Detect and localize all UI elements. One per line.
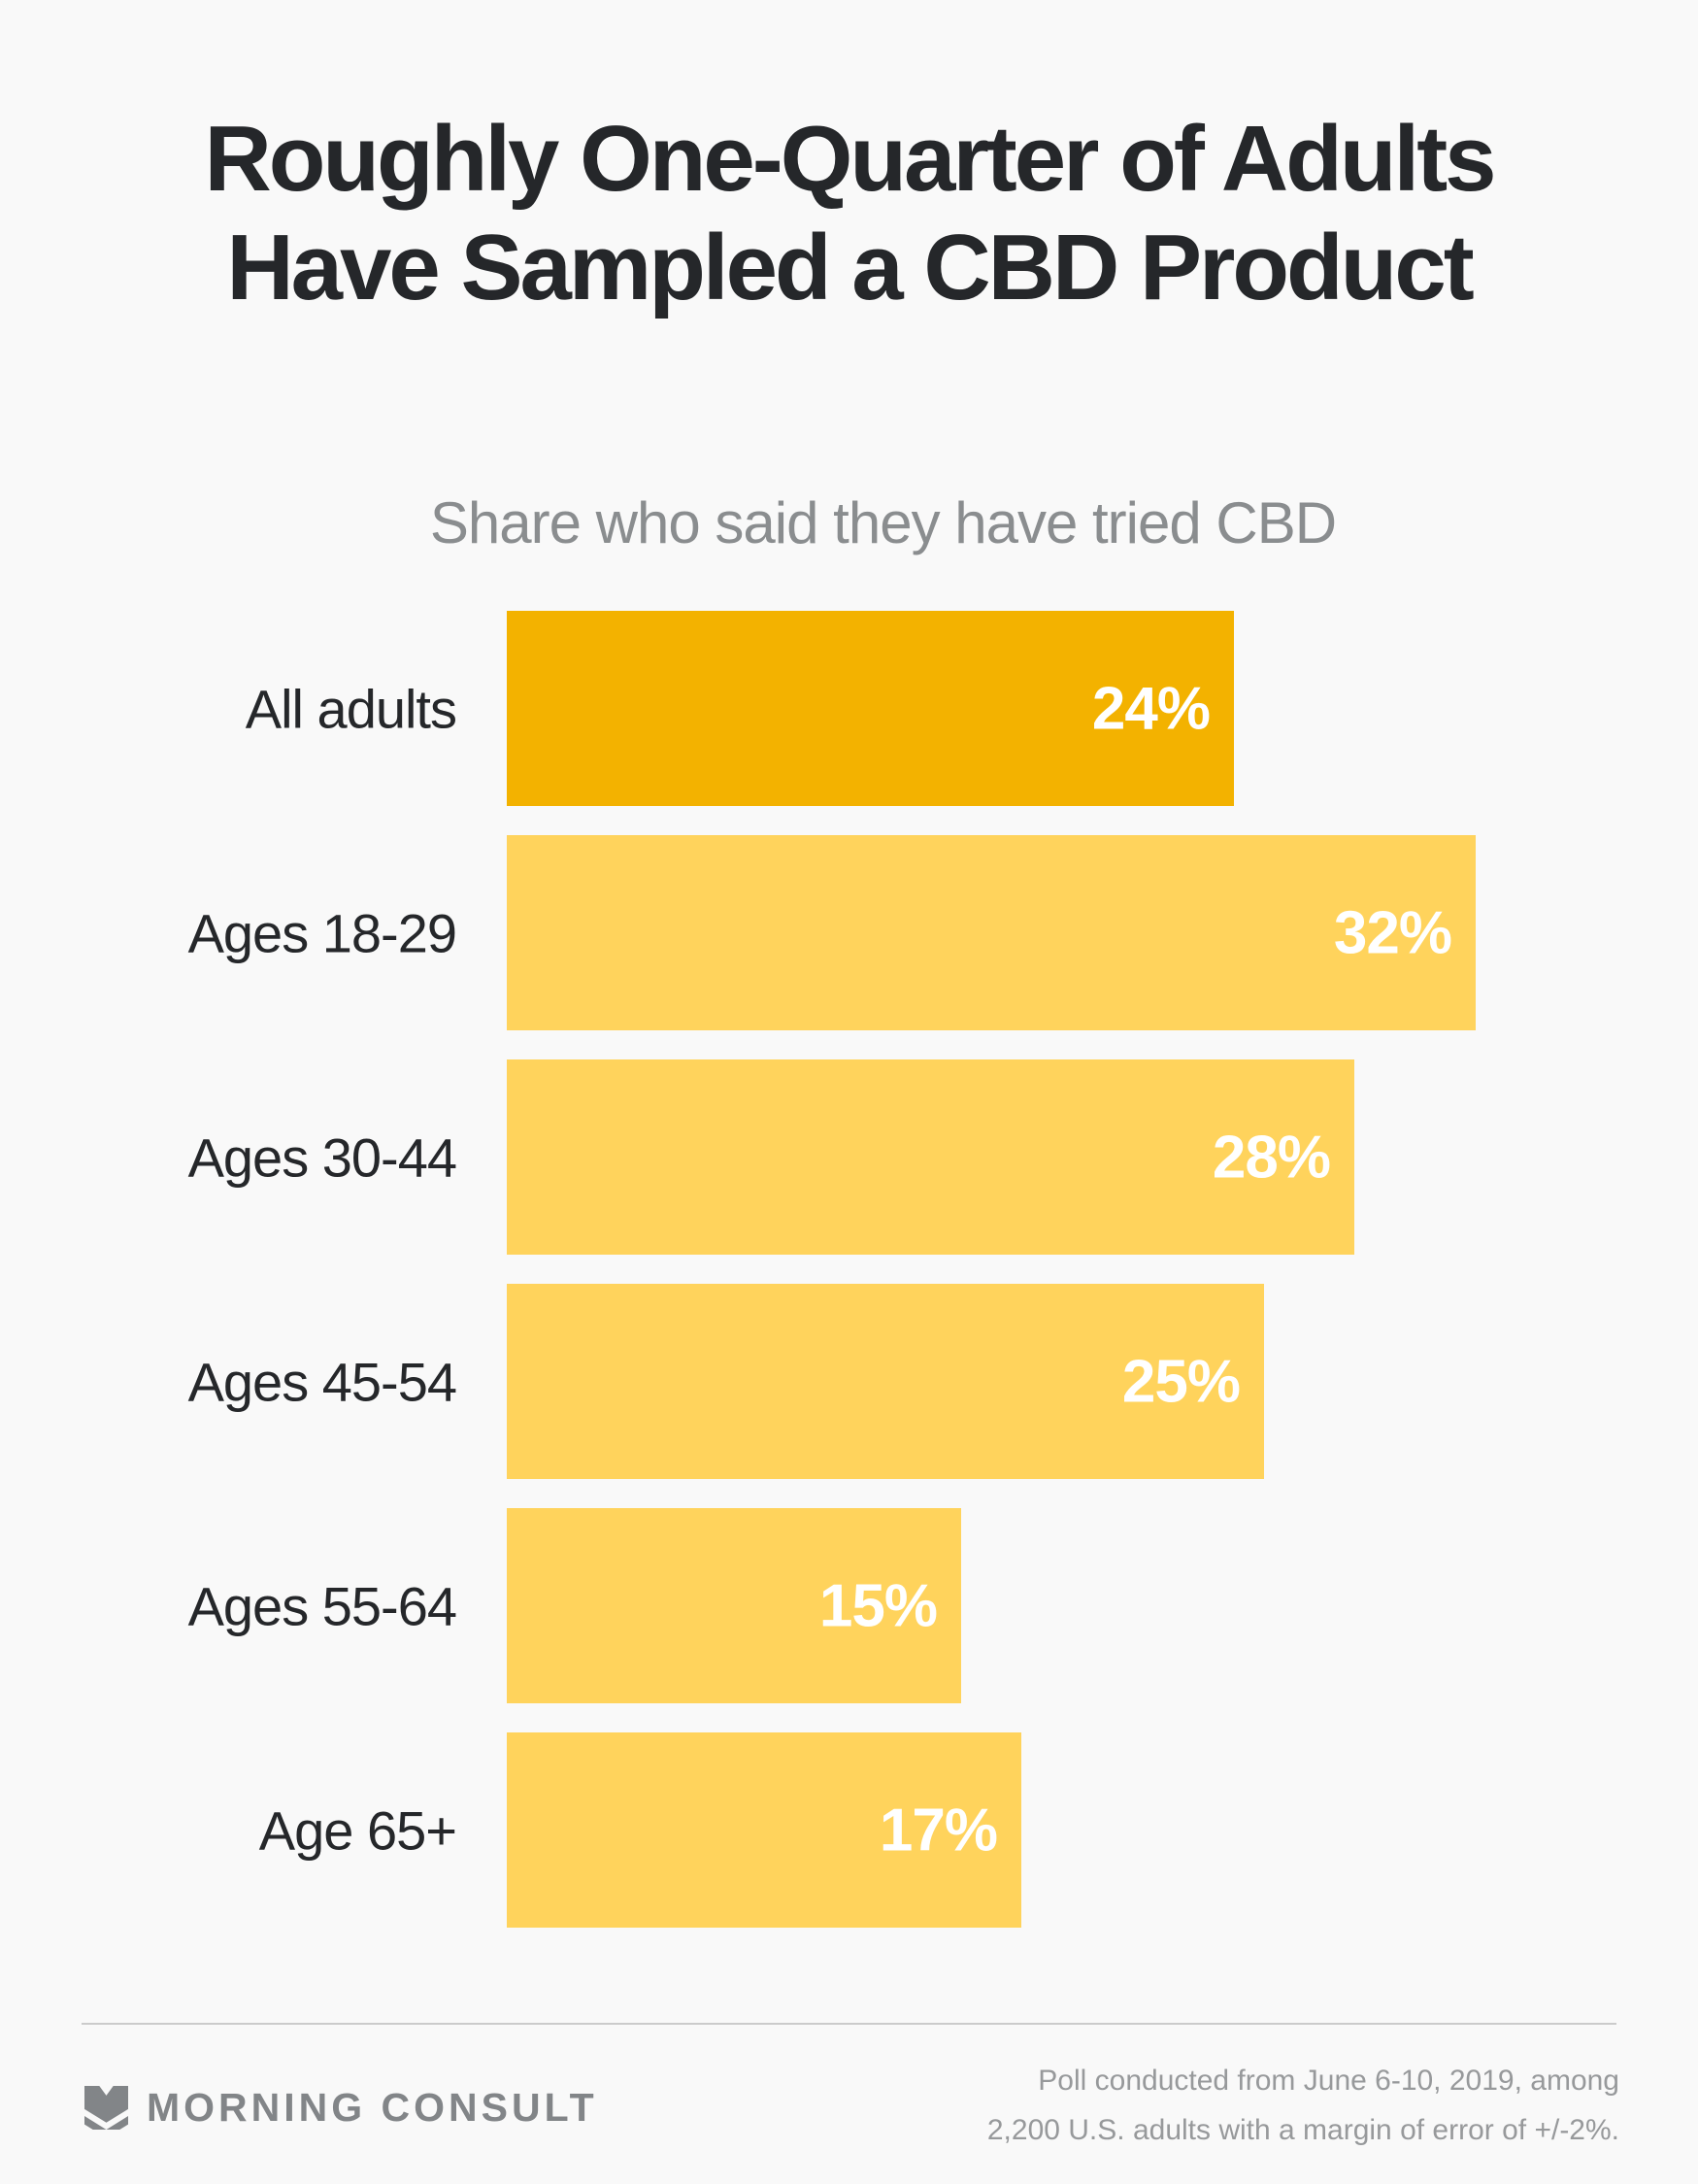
category-label: Ages 55-64: [187, 1575, 457, 1636]
bar: 32%: [507, 835, 1476, 1030]
bar-value-label: 24%: [1091, 675, 1211, 742]
page-title: Roughly One-Quarter of Adults Have Sampl…: [0, 105, 1698, 322]
bar: 28%: [507, 1059, 1354, 1255]
page-title-line-1: Roughly One-Quarter of Adults: [204, 107, 1496, 211]
bar-chart: All adults 24% Ages 18-29 32% Ages 30-44…: [188, 611, 1476, 1957]
chart-row: Age 65+ 17%: [259, 1732, 1476, 1928]
bar-value-label: 15%: [818, 1572, 938, 1639]
bar-value-label: 32%: [1333, 899, 1452, 966]
bar: 24%: [507, 611, 1234, 806]
category-label: Ages 30-44: [187, 1126, 457, 1188]
chart-row: Ages 45-54 25%: [188, 1284, 1476, 1479]
source-line-2: 2,200 U.S. adults with a margin of error…: [986, 2114, 1619, 2146]
page-title-line-2: Have Sampled a CBD Product: [226, 216, 1474, 319]
chart-row: Ages 30-44 28%: [188, 1059, 1476, 1255]
category-label: Ages 45-54: [187, 1351, 457, 1412]
brand-wordmark: MORNING CONSULT: [147, 2085, 598, 2130]
category-label: Ages 18-29: [187, 902, 457, 963]
morning-consult-logo-icon: [84, 2086, 128, 2130]
bar-value-label: 17%: [879, 1797, 998, 1864]
chart-row: Ages 18-29 32%: [188, 835, 1476, 1030]
chart-subtitle: Share who said they have tried CBD: [429, 490, 1337, 555]
chart-row: All adults 24%: [246, 611, 1476, 806]
bar-value-label: 25%: [1121, 1348, 1241, 1415]
category-label: All adults: [245, 678, 457, 739]
bar-value-label: 28%: [1212, 1124, 1331, 1191]
chart-row: Ages 55-64 15%: [188, 1508, 1476, 1703]
category-label: Age 65+: [258, 1799, 457, 1861]
bar: 17%: [507, 1732, 1021, 1928]
bar: 25%: [507, 1284, 1264, 1479]
source-line-1: Poll conducted from June 6-10, 2019, amo…: [1038, 2065, 1619, 2097]
footer-divider: [82, 2023, 1616, 2025]
brand-logo: MORNING CONSULT: [84, 2085, 598, 2130]
source-note: Poll conducted from June 6-10, 2019, amo…: [987, 2056, 1619, 2155]
bar: 15%: [507, 1508, 961, 1703]
